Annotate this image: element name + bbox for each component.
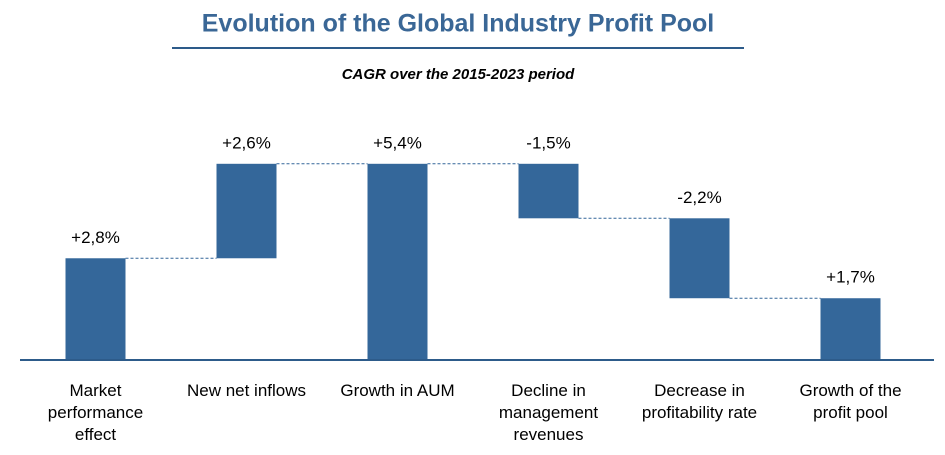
bar <box>820 298 881 360</box>
data-label: +2,6% <box>222 133 271 152</box>
bar <box>216 163 277 259</box>
data-label: -2,2% <box>677 188 721 207</box>
bar <box>518 163 579 219</box>
x-tick-label: Growth of the profit pool <box>799 381 902 422</box>
chart-title: Evolution of the Global Industry Profit … <box>202 10 715 38</box>
bar <box>65 258 126 360</box>
data-label: -1,5% <box>526 133 570 152</box>
data-label: +2,8% <box>71 228 120 247</box>
bar <box>367 163 428 360</box>
x-tick-label: Growth in AUM <box>340 381 455 400</box>
bar <box>669 218 730 299</box>
x-tick-label: Decline in management revenues <box>498 381 599 444</box>
x-tick-label: Decrease in profitability rate <box>641 381 758 422</box>
data-label: +5,4% <box>373 133 422 152</box>
x-tick-label: Market performance effect <box>47 381 144 444</box>
x-tick-label: New net inflows <box>186 381 307 400</box>
chart-subtitle: CAGR over the 2015-2023 period <box>342 66 575 83</box>
data-label: +1,7% <box>826 268 875 287</box>
